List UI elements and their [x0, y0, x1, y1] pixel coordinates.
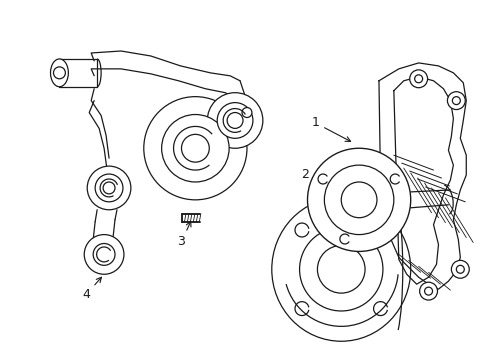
Circle shape — [455, 265, 463, 273]
Circle shape — [341, 182, 376, 218]
Circle shape — [299, 228, 382, 311]
Circle shape — [95, 174, 122, 202]
Circle shape — [414, 75, 422, 83]
Circle shape — [447, 92, 464, 109]
Circle shape — [226, 113, 243, 129]
Text: 3: 3 — [177, 221, 191, 248]
Circle shape — [93, 243, 115, 265]
Circle shape — [181, 134, 209, 162]
Circle shape — [419, 282, 437, 300]
Text: 1: 1 — [311, 116, 350, 141]
Circle shape — [217, 103, 252, 138]
Circle shape — [450, 260, 468, 278]
Circle shape — [84, 235, 123, 274]
Circle shape — [143, 96, 246, 200]
Circle shape — [242, 108, 251, 117]
Circle shape — [162, 114, 229, 182]
Circle shape — [307, 148, 410, 251]
Circle shape — [103, 182, 115, 194]
Ellipse shape — [50, 59, 68, 87]
Text: 2: 2 — [301, 168, 357, 197]
Circle shape — [409, 70, 427, 88]
Circle shape — [324, 165, 393, 235]
Circle shape — [53, 67, 65, 79]
Circle shape — [424, 287, 432, 295]
Text: 4: 4 — [82, 277, 101, 301]
Circle shape — [87, 166, 131, 210]
Circle shape — [451, 96, 459, 105]
Circle shape — [207, 93, 263, 148]
Circle shape — [317, 246, 365, 293]
Ellipse shape — [271, 197, 410, 341]
